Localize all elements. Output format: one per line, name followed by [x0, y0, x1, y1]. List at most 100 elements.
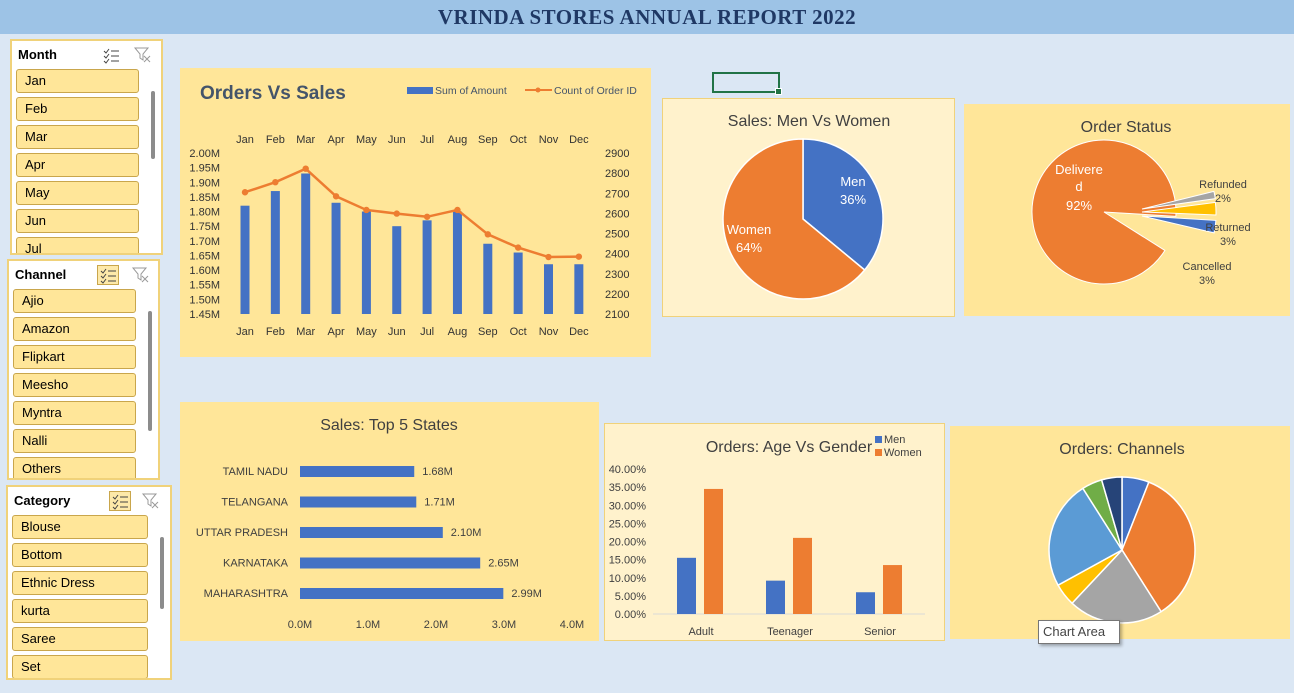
category-slicer[interactable]: Category Blouse Bottom Ethnic Dress kurta Sa… [6, 485, 172, 680]
slicer-item-ajio[interactable]: Ajio [13, 289, 136, 313]
pie-slice [802, 138, 884, 272]
slicer-item-others[interactable]: Others [13, 457, 136, 478]
x-tick-top: May [356, 134, 377, 146]
men-bar [856, 592, 875, 614]
state-label: MAHARASHTRA [204, 588, 289, 600]
sales-bar [240, 205, 250, 314]
y-left-tick: 1.80M [189, 207, 220, 219]
legend-line-marker [535, 87, 541, 93]
orders-point [363, 206, 370, 214]
slicer-item-ethnic-dress[interactable]: Ethnic Dress [12, 571, 148, 595]
x-tick-top: Aug [448, 134, 468, 146]
slicer-item-saree[interactable]: Saree [12, 627, 148, 651]
slicer-item-may[interactable]: May [16, 181, 139, 205]
chart-title: Sales: Top 5 States [320, 417, 458, 434]
orders-point [484, 231, 491, 238]
legend-swatch [875, 449, 882, 456]
selected-cell[interactable] [712, 72, 782, 95]
slice-value: 2% [1215, 193, 1231, 205]
men-bar [677, 557, 696, 614]
slice-label: Women [727, 222, 772, 237]
multi-select-icon[interactable] [109, 491, 131, 511]
sales-bar [331, 202, 341, 314]
slicer-item-set[interactable]: Set [12, 655, 148, 678]
state-label: UTTAR PRADESH [196, 527, 288, 539]
month-slicer[interactable]: Month Jan Feb Mar Apr May Jun Jul [10, 39, 163, 255]
sales-bar [513, 252, 523, 314]
order-status-chart[interactable]: Order Status Delivere d 92% Refunded 2% Return… [964, 104, 1290, 316]
clear-filter-icon[interactable] [130, 265, 152, 285]
slicer-item-nalli[interactable]: Nalli [13, 429, 136, 453]
x-tick-top: Sep [478, 134, 498, 146]
y-right-tick: 2200 [605, 289, 629, 301]
orders-channels-chart[interactable]: Orders: Channels [950, 426, 1290, 639]
top-states-chart[interactable]: Sales: Top 5 States TAMIL NADU 1.68M TELANG… [180, 402, 599, 641]
data-label: 1.68M [422, 466, 453, 478]
slicer-item-myntra[interactable]: Myntra [13, 401, 136, 425]
y-left-tick: 1.85M [189, 192, 220, 204]
legend-label: Count of Order ID [554, 85, 637, 97]
scrollbar[interactable] [160, 537, 164, 609]
y-left-tick: 1.50M [189, 294, 220, 306]
x-tick-top: Dec [569, 134, 589, 146]
orders-point [575, 253, 583, 260]
sales-bar [483, 243, 493, 314]
slicer-item-meesho[interactable]: Meesho [13, 373, 136, 397]
slice-label: Men [840, 174, 865, 189]
orders-point [302, 165, 309, 172]
slicer-item-kurta[interactable]: kurta [12, 599, 148, 623]
age-vs-gender-chart[interactable]: Orders: Age Vs Gender Men Women 40.00% 35.00… [604, 423, 945, 641]
slicer-item-blouse[interactable]: Blouse [12, 515, 148, 539]
slice-value: 3% [1199, 275, 1215, 287]
x-tick: 4.0M [560, 619, 584, 631]
women-bar [883, 565, 902, 614]
x-tick-bottom: Aug [448, 326, 468, 338]
report-title-banner: VRINDA STORES ANNUAL REPORT 2022 [0, 0, 1294, 34]
slice-label: d [1075, 179, 1082, 194]
x-tick-top: Jun [388, 134, 406, 146]
slicer-item-flipkart[interactable]: Flipkart [13, 345, 136, 369]
orders-vs-sales-chart[interactable]: Orders Vs Sales Sum of Amount Count of Ord… [180, 68, 651, 357]
y-left-tick: 1.95M [189, 163, 220, 175]
slicer-item-amazon[interactable]: Amazon [13, 317, 136, 341]
state-bar [300, 466, 415, 477]
x-tick-bottom: Apr [327, 326, 344, 338]
scrollbar[interactable] [148, 311, 152, 431]
channel-slicer[interactable]: Channel Ajio Amazon Flipkart Meesho Myntra Na… [7, 259, 160, 480]
y-right-tick: 2700 [605, 188, 629, 200]
women-bar [793, 537, 812, 614]
orders-point [241, 189, 249, 196]
x-tick-bottom: Sep [478, 326, 498, 338]
slicer-item-jan[interactable]: Jan [16, 69, 139, 93]
pie-slice [1141, 190, 1216, 210]
slicer-item-jun[interactable]: Jun [16, 209, 139, 233]
clear-filter-icon[interactable] [132, 45, 154, 65]
x-tick: Senior [864, 626, 896, 638]
orders-point [272, 178, 279, 186]
multi-select-icon[interactable] [100, 45, 122, 65]
y-left-tick: 2.00M [189, 148, 220, 160]
slicer-item-bottom[interactable]: Bottom [12, 543, 148, 567]
x-tick: 3.0M [492, 619, 516, 631]
orders-point [514, 244, 522, 251]
clear-filter-icon[interactable] [140, 491, 162, 511]
x-tick-bottom: Nov [539, 326, 559, 338]
x-tick-bottom: Dec [569, 326, 589, 338]
slice-value: 64% [736, 240, 762, 255]
chart-title: Orders: Channels [1059, 441, 1184, 458]
legend-label: Men [884, 434, 905, 446]
slicer-header: Channel [9, 261, 158, 287]
slicer-item-feb[interactable]: Feb [16, 97, 139, 121]
slicer-item-apr[interactable]: Apr [16, 153, 139, 177]
slicer-item-mar[interactable]: Mar [16, 125, 139, 149]
multi-select-icon[interactable] [97, 265, 119, 285]
sales-men-women-chart[interactable]: Sales: Men Vs Women Men 36% Women 64% [662, 98, 955, 317]
y-left-tick: 1.65M [189, 250, 220, 262]
data-label: 1.71M [424, 497, 455, 509]
y-right-tick: 2100 [605, 309, 629, 321]
scrollbar[interactable] [151, 91, 155, 159]
orders-vs-sales-svg: Orders Vs Sales Sum of Amount Count of Ord… [189, 83, 637, 338]
x-tick-bottom: Feb [266, 326, 285, 338]
pie-slice [1121, 481, 1196, 613]
slicer-item-jul[interactable]: Jul [16, 237, 139, 253]
